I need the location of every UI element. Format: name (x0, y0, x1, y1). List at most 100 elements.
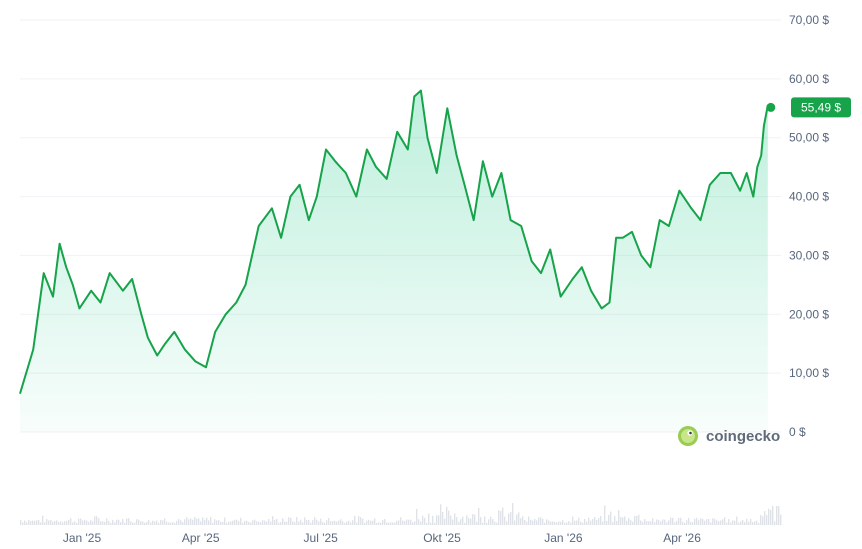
volume-bar (674, 522, 676, 525)
volume-bar (306, 519, 308, 525)
volume-bar (312, 520, 314, 525)
volume-bar (210, 517, 212, 525)
volume-bar (514, 520, 516, 525)
price-line (19, 89, 769, 394)
volume-bar (394, 522, 396, 525)
volume-bar (350, 522, 352, 525)
volume-bar (734, 520, 736, 525)
volume-bar (654, 522, 656, 525)
volume-bar (520, 518, 522, 525)
volume-bar (110, 522, 112, 525)
volume-bar (230, 521, 232, 525)
volume-bar (236, 519, 238, 525)
volume-bar (330, 521, 332, 525)
volume-bar (80, 518, 82, 525)
volume-bar (596, 520, 598, 525)
volume-bar (740, 521, 742, 525)
volume-bar (592, 519, 594, 525)
volume-bar (530, 519, 532, 525)
volume-bar (28, 519, 30, 525)
volume-bar (324, 522, 326, 525)
volume-bar (20, 520, 22, 525)
volume-bar (300, 519, 302, 525)
volume-bar (202, 517, 204, 525)
volume-bar (206, 517, 208, 525)
volume-bar (554, 522, 556, 525)
volume-bar (246, 520, 248, 525)
volume-bar (720, 520, 722, 525)
volume-bar (612, 522, 614, 525)
y-tick-label: 20,00 $ (789, 307, 829, 321)
volume-bar (390, 522, 392, 525)
volume-bar (462, 516, 464, 525)
volume-bar (276, 518, 278, 525)
volume-bar (54, 521, 56, 525)
volume-bar (258, 521, 260, 525)
volume-bar (214, 519, 216, 525)
volume-bar (204, 519, 206, 525)
volume-bar (138, 519, 140, 525)
y-tick-label: 0 $ (789, 425, 806, 439)
volume-bar (704, 520, 706, 525)
volume-bar (748, 521, 750, 525)
volume-bar (296, 517, 298, 525)
volume-bar (762, 516, 764, 525)
volume-bar (310, 522, 312, 525)
volume-bar (174, 522, 176, 525)
volume-bar (280, 522, 282, 525)
volume-bar (294, 522, 296, 525)
volume-bar (332, 521, 334, 525)
volume-bar (134, 522, 136, 525)
volume-bar (636, 515, 638, 525)
volume-bar (434, 522, 436, 525)
volume-bar (98, 518, 100, 525)
volume-bar (454, 513, 456, 525)
volume-bar (764, 511, 766, 525)
volume-bar (96, 516, 98, 525)
volume-bar (378, 522, 380, 525)
volume-bar (284, 521, 286, 525)
volume-bar (82, 520, 84, 525)
volume-bar (608, 514, 610, 525)
volume-bar (192, 519, 194, 525)
volume-bar (614, 516, 616, 525)
volume-bar (150, 522, 152, 525)
volume-bar (84, 519, 86, 525)
volume-bar (706, 519, 708, 525)
volume-bar (120, 522, 122, 525)
volume-bar (438, 515, 440, 525)
volume-bar (136, 519, 138, 525)
volume-bar (716, 520, 718, 525)
volume-bar (46, 519, 48, 525)
y-tick-label: 70,00 $ (789, 13, 829, 27)
x-tick-label: Apr '25 (182, 531, 220, 545)
volume-bar (570, 522, 572, 525)
volume-bar (240, 517, 242, 525)
volume-bar (750, 519, 752, 525)
volume-bar (160, 519, 162, 525)
volume-bar (742, 519, 744, 525)
volume-bar (754, 521, 756, 525)
volume-bar (146, 521, 148, 525)
volume-bar (488, 519, 490, 525)
volume-bar (626, 520, 628, 525)
volume-bar (106, 518, 108, 525)
volume-bar (774, 521, 776, 525)
x-tick-label: Jul '25 (304, 531, 339, 545)
volume-bar (644, 518, 646, 525)
volume-bar (368, 519, 370, 525)
volume-bar (690, 521, 692, 525)
volume-bar (680, 517, 682, 525)
volume-bar (424, 518, 426, 525)
volume-bar (646, 521, 648, 525)
coingecko-watermark: coingecko (678, 426, 780, 446)
volume-bar (326, 520, 328, 525)
volume-bar (360, 517, 362, 525)
volume-bar (562, 520, 564, 525)
volume-bar (484, 516, 486, 525)
volume-bar (36, 520, 38, 525)
volume-bar (630, 520, 632, 525)
volume-bar (456, 517, 458, 525)
x-tick-label: Jan '26 (544, 531, 583, 545)
volume-bar (542, 518, 544, 525)
